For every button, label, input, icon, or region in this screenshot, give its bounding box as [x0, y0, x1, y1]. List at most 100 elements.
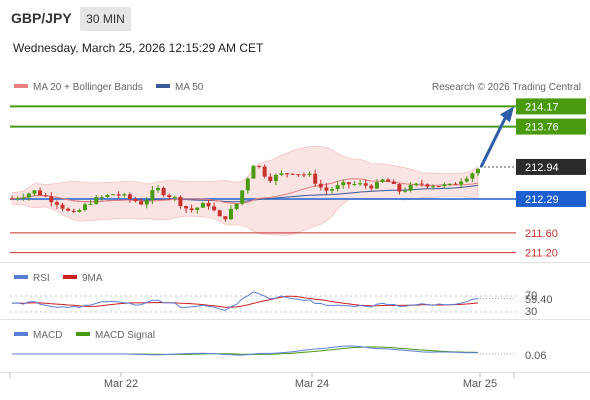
candle-body — [32, 190, 37, 194]
candle-body — [189, 208, 194, 211]
candle-body — [60, 204, 65, 209]
candle-body — [363, 183, 368, 186]
pair-title: GBP/JPY — [11, 10, 72, 26]
level-label: 211.20 — [525, 248, 558, 260]
candle-body — [212, 206, 217, 211]
candle-body — [167, 195, 172, 198]
candle-body — [150, 190, 155, 201]
candle-body — [374, 182, 379, 189]
rsi-line — [11, 291, 479, 311]
candle-body — [195, 207, 200, 211]
candle-body — [116, 194, 121, 196]
candle-body — [279, 173, 284, 175]
level-tag — [516, 118, 586, 135]
candle-body — [200, 202, 205, 208]
candle-body — [318, 183, 323, 188]
candle-body — [234, 203, 239, 209]
candle-body — [94, 197, 99, 204]
candle-body — [307, 173, 312, 176]
candle-body — [447, 183, 452, 185]
candle-body — [88, 203, 93, 205]
candle-body — [464, 178, 469, 182]
candle-body — [251, 165, 256, 179]
candle-body — [184, 206, 189, 209]
candle-body — [313, 173, 318, 184]
level-tag — [516, 190, 586, 207]
rsi-last-value: 59.40 — [525, 294, 553, 306]
legend-ma50-swatch — [156, 84, 170, 88]
credit-text: Research © 2026 Trading Central — [432, 82, 581, 93]
candle-body — [470, 173, 475, 179]
level-label: 214.17 — [525, 101, 559, 113]
candle-body — [431, 186, 436, 188]
candle-body — [408, 184, 413, 191]
rsi-tick-70: 70 — [525, 290, 537, 302]
candle-body — [161, 187, 166, 196]
legend-rsi-swatch — [14, 275, 28, 279]
candle-body — [369, 185, 374, 189]
candle-body — [99, 196, 104, 198]
candle-body — [268, 176, 273, 182]
candle-body — [414, 183, 419, 185]
candle-body — [245, 178, 250, 191]
last-price-label: 212.94 — [525, 162, 559, 174]
candle-body — [330, 189, 335, 191]
candle-body — [217, 210, 222, 217]
candle-body — [257, 165, 262, 167]
legend-ma20-swatch — [14, 84, 28, 88]
candle-body — [352, 183, 357, 185]
candle-body — [21, 197, 26, 199]
candle-body — [10, 198, 14, 200]
candle-body — [223, 216, 228, 220]
candle-body — [122, 194, 127, 196]
candle-body — [82, 204, 87, 211]
ma20-line — [11, 178, 479, 205]
forecast-arrow — [479, 115, 508, 168]
candle-body — [290, 173, 295, 175]
rsi-ma9-line — [11, 295, 479, 308]
timestamp: Wednesday, March 25, 2026 12:15:29 AM CE… — [13, 41, 264, 55]
timeframe-badge[interactable]: 30 MIN — [80, 7, 131, 31]
candle-body — [341, 182, 346, 186]
candle-body — [228, 208, 233, 220]
legend-rsi: RSI — [33, 273, 50, 284]
candle-body — [26, 193, 31, 198]
candle-body — [49, 196, 54, 203]
candle-body — [144, 200, 149, 205]
x-tick-label: Mar 25 — [463, 378, 497, 390]
candle-body — [155, 187, 160, 191]
candle-body — [436, 186, 441, 188]
candle-body — [301, 174, 306, 176]
candle-body — [66, 208, 71, 211]
candle-body — [240, 190, 245, 204]
candle-body — [262, 166, 267, 177]
candle-body — [105, 194, 110, 197]
candle-body — [127, 194, 132, 199]
candle-body — [335, 185, 340, 190]
candle-body — [54, 202, 59, 205]
legend-9ma: 9MA — [82, 273, 103, 284]
candle-body — [38, 190, 43, 196]
level-label: 212.29 — [525, 194, 559, 206]
candle-body — [453, 183, 458, 185]
candle-body — [419, 183, 424, 185]
candle-body — [476, 168, 480, 174]
candle-body — [403, 190, 408, 192]
legend-macd-swatch — [14, 332, 28, 336]
legend-macd: MACD — [33, 330, 62, 341]
candle-body — [380, 179, 385, 183]
candle-body — [139, 201, 144, 205]
candle-body — [71, 210, 76, 212]
forecast-arrowhead — [500, 106, 514, 123]
candle-body — [273, 174, 278, 182]
legend-9ma-swatch — [63, 275, 77, 279]
legend-ma50: MA 50 — [175, 82, 204, 93]
candle-body — [397, 183, 402, 192]
candle-body — [442, 184, 447, 187]
macd-last-value: 0.06 — [525, 350, 546, 362]
candle-body — [111, 194, 116, 196]
candle-body — [346, 182, 351, 185]
candle-body — [178, 196, 183, 207]
candle-body — [425, 184, 430, 187]
